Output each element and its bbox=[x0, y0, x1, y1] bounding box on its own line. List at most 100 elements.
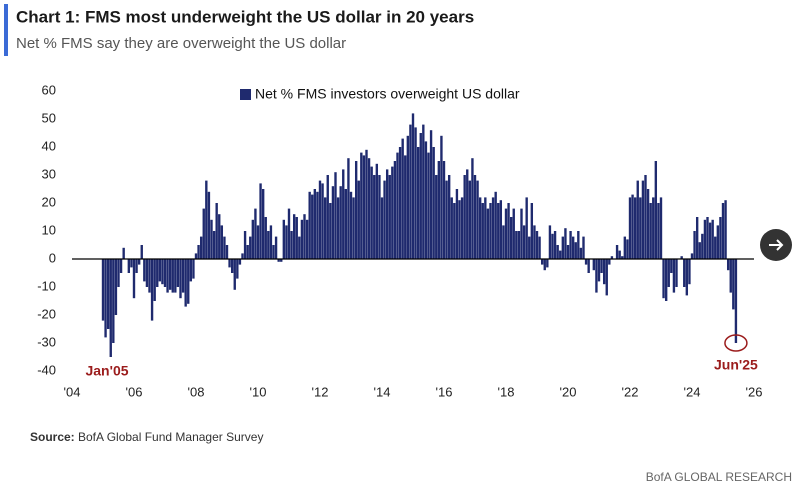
bar bbox=[414, 127, 417, 260]
bar bbox=[241, 253, 244, 259]
bar bbox=[174, 259, 177, 293]
y-tick-label: 10 bbox=[42, 222, 56, 237]
bar bbox=[163, 259, 167, 287]
bar bbox=[101, 259, 105, 321]
bar bbox=[114, 259, 118, 315]
bar bbox=[553, 231, 557, 259]
bar bbox=[378, 175, 381, 259]
bar bbox=[445, 180, 448, 259]
bar bbox=[535, 231, 539, 259]
bar bbox=[130, 259, 133, 268]
bar bbox=[644, 175, 647, 259]
bar bbox=[161, 259, 164, 285]
bar bbox=[282, 219, 286, 259]
bar bbox=[427, 152, 430, 259]
x-tick-label: '16 bbox=[436, 384, 453, 399]
bar bbox=[584, 259, 588, 265]
bar bbox=[724, 200, 727, 259]
bar bbox=[577, 231, 580, 259]
bar bbox=[354, 161, 358, 259]
bar bbox=[520, 208, 523, 259]
bar bbox=[119, 259, 123, 273]
bar bbox=[437, 161, 441, 259]
bar bbox=[326, 175, 329, 259]
bar bbox=[582, 236, 585, 259]
bar bbox=[393, 161, 397, 259]
bar bbox=[171, 259, 174, 293]
bar bbox=[210, 219, 213, 259]
bar bbox=[274, 236, 278, 259]
bar bbox=[243, 231, 247, 259]
bar bbox=[719, 217, 722, 259]
bar bbox=[543, 259, 546, 271]
bar bbox=[453, 203, 456, 259]
bar bbox=[290, 231, 293, 259]
bar bbox=[489, 203, 492, 259]
bar bbox=[559, 250, 562, 259]
bar bbox=[466, 169, 469, 259]
y-tick-label: 20 bbox=[42, 194, 56, 209]
bar bbox=[455, 189, 459, 259]
bar bbox=[566, 245, 570, 259]
bar bbox=[478, 197, 482, 259]
bar bbox=[411, 113, 415, 260]
bar bbox=[657, 203, 660, 259]
bar bbox=[251, 219, 255, 259]
bar bbox=[460, 197, 464, 259]
x-tick-label: '10 bbox=[250, 384, 267, 399]
bar bbox=[264, 217, 267, 259]
bar bbox=[396, 152, 399, 259]
bar bbox=[184, 259, 187, 307]
bar bbox=[597, 259, 601, 282]
bar bbox=[633, 197, 637, 259]
bar bbox=[132, 259, 136, 299]
bar bbox=[422, 124, 425, 259]
x-tick-label: '04 bbox=[64, 384, 81, 399]
bar bbox=[158, 259, 162, 282]
bar bbox=[732, 259, 735, 310]
bar bbox=[117, 259, 120, 287]
annotation: Jan'05 bbox=[85, 363, 128, 379]
bar bbox=[571, 236, 575, 259]
bar bbox=[424, 141, 428, 259]
bar bbox=[156, 259, 159, 287]
bar bbox=[688, 259, 691, 285]
bar bbox=[716, 225, 720, 259]
bar bbox=[708, 222, 712, 259]
bar bbox=[246, 245, 249, 259]
bar bbox=[522, 225, 526, 259]
bar bbox=[313, 189, 317, 259]
annotation: Jun'25 bbox=[714, 357, 758, 373]
bar bbox=[176, 259, 180, 287]
y-tick-label: -20 bbox=[37, 306, 56, 321]
bar bbox=[530, 203, 534, 259]
bar bbox=[432, 147, 435, 259]
bar bbox=[153, 259, 156, 301]
bar bbox=[442, 161, 446, 259]
bar bbox=[561, 236, 565, 259]
bar bbox=[491, 197, 495, 259]
bar bbox=[179, 259, 182, 299]
bar bbox=[615, 245, 619, 259]
bar bbox=[690, 253, 694, 259]
bar bbox=[331, 186, 335, 259]
bar bbox=[321, 183, 324, 259]
bar bbox=[380, 197, 384, 259]
next-arrow[interactable] bbox=[769, 239, 784, 251]
next-button[interactable] bbox=[760, 229, 792, 261]
bar bbox=[600, 259, 603, 273]
bar bbox=[685, 259, 689, 296]
bar bbox=[199, 236, 203, 259]
bar bbox=[220, 225, 224, 259]
bar bbox=[662, 259, 665, 299]
bar bbox=[236, 259, 239, 279]
x-tick-label: '06 bbox=[126, 384, 143, 399]
bar bbox=[473, 175, 477, 259]
bar bbox=[623, 236, 627, 259]
bar bbox=[272, 245, 275, 259]
bar bbox=[636, 180, 639, 259]
bar bbox=[515, 231, 518, 259]
bar bbox=[305, 219, 309, 259]
bar bbox=[484, 197, 487, 259]
x-tick-label: '18 bbox=[498, 384, 515, 399]
